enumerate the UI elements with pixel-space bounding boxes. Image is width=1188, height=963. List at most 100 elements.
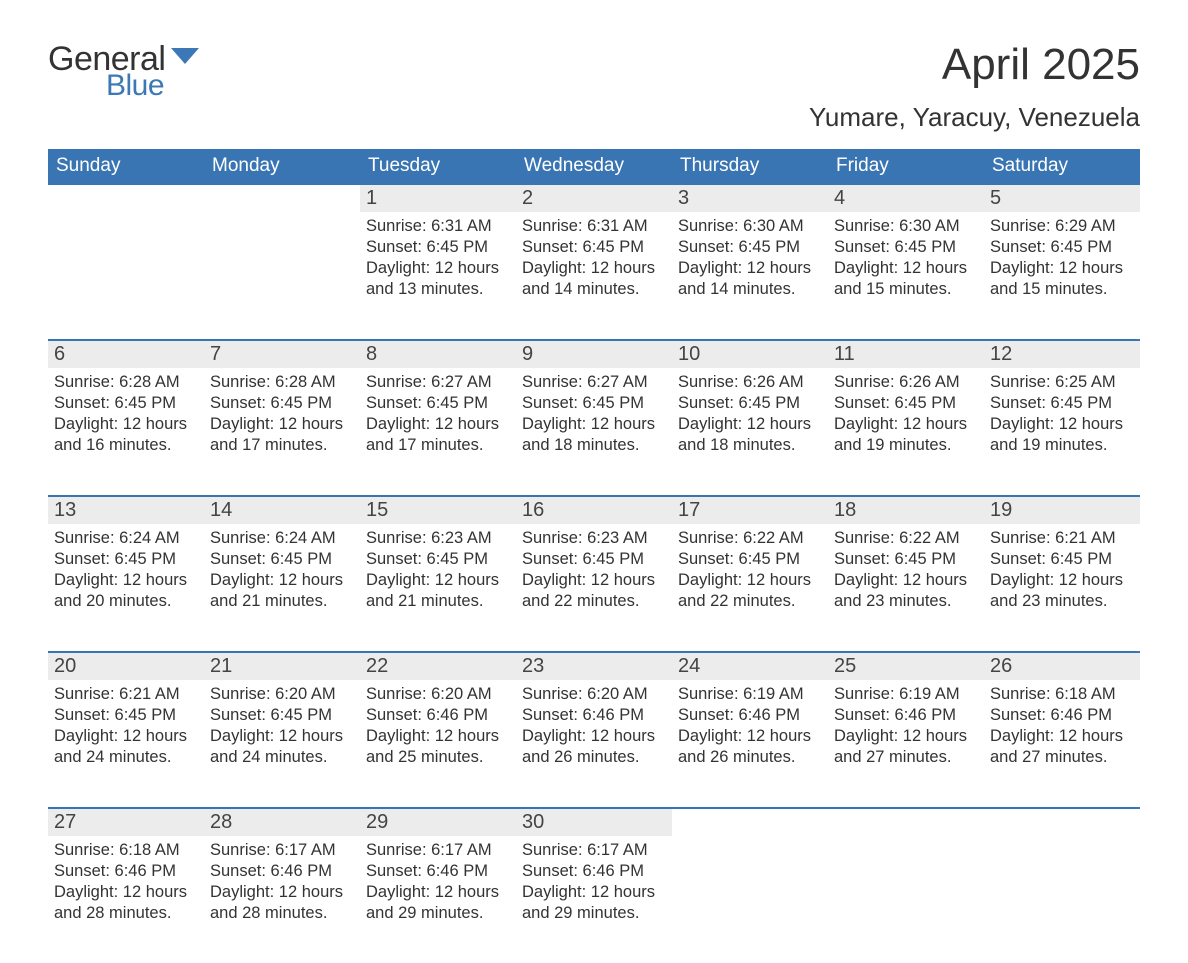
- daylight-line: Daylight: 12 hours and 21 minutes.: [366, 571, 499, 610]
- daylight-line: Daylight: 12 hours and 20 minutes.: [54, 571, 187, 610]
- calendar-day: 3Sunrise: 6:30 AMSunset: 6:45 PMDaylight…: [672, 185, 828, 339]
- daylight-line: Daylight: 12 hours and 17 minutes.: [366, 415, 499, 454]
- sunset-line: Sunset: 6:45 PM: [366, 238, 488, 256]
- calendar-day: 10Sunrise: 6:26 AMSunset: 6:45 PMDayligh…: [672, 341, 828, 495]
- sunset-line: Sunset: 6:46 PM: [54, 862, 176, 880]
- day-number: 13: [48, 497, 204, 524]
- daylight-line: Daylight: 12 hours and 26 minutes.: [678, 727, 811, 766]
- sunrise-line: Sunrise: 6:17 AM: [522, 841, 648, 859]
- calendar-day: 8Sunrise: 6:27 AMSunset: 6:45 PMDaylight…: [360, 341, 516, 495]
- daylight-line: Daylight: 12 hours and 16 minutes.: [54, 415, 187, 454]
- sunrise-line: Sunrise: 6:26 AM: [678, 373, 804, 391]
- sunrise-line: Sunrise: 6:20 AM: [366, 685, 492, 703]
- calendar-day: 26Sunrise: 6:18 AMSunset: 6:46 PMDayligh…: [984, 653, 1140, 807]
- daylight-line: Daylight: 12 hours and 13 minutes.: [366, 259, 499, 298]
- calendar-day: 20Sunrise: 6:21 AMSunset: 6:45 PMDayligh…: [48, 653, 204, 807]
- calendar-day: 22Sunrise: 6:20 AMSunset: 6:46 PMDayligh…: [360, 653, 516, 807]
- sunset-line: Sunset: 6:46 PM: [366, 862, 488, 880]
- sunrise-line: Sunrise: 6:21 AM: [990, 529, 1116, 547]
- logo-flag-icon: [171, 48, 199, 70]
- sunset-line: Sunset: 6:45 PM: [522, 238, 644, 256]
- sunrise-line: Sunrise: 6:17 AM: [366, 841, 492, 859]
- calendar-week: 6Sunrise: 6:28 AMSunset: 6:45 PMDaylight…: [48, 339, 1140, 495]
- daylight-line: Daylight: 12 hours and 19 minutes.: [834, 415, 967, 454]
- day-body: Sunrise: 6:23 AMSunset: 6:45 PMDaylight:…: [516, 524, 672, 626]
- daylight-line: Daylight: 12 hours and 23 minutes.: [834, 571, 967, 610]
- sunrise-line: Sunrise: 6:26 AM: [834, 373, 960, 391]
- page-header: General Blue April 2025 Yumare, Yaracuy,…: [48, 40, 1140, 143]
- sunset-line: Sunset: 6:46 PM: [522, 862, 644, 880]
- day-body: Sunrise: 6:30 AMSunset: 6:45 PMDaylight:…: [672, 212, 828, 314]
- day-number: 21: [204, 653, 360, 680]
- logo: General Blue: [48, 40, 199, 103]
- sunrise-line: Sunrise: 6:20 AM: [210, 685, 336, 703]
- calendar-day: 15Sunrise: 6:23 AMSunset: 6:45 PMDayligh…: [360, 497, 516, 651]
- sunset-line: Sunset: 6:45 PM: [678, 394, 800, 412]
- calendar-day: 1Sunrise: 6:31 AMSunset: 6:45 PMDaylight…: [360, 185, 516, 339]
- day-body: Sunrise: 6:28 AMSunset: 6:45 PMDaylight:…: [204, 368, 360, 470]
- weekday-sunday: Sunday: [48, 149, 204, 183]
- day-body: Sunrise: 6:24 AMSunset: 6:45 PMDaylight:…: [48, 524, 204, 626]
- day-body: Sunrise: 6:22 AMSunset: 6:45 PMDaylight:…: [672, 524, 828, 626]
- daylight-line: Daylight: 12 hours and 24 minutes.: [210, 727, 343, 766]
- sunset-line: Sunset: 6:46 PM: [834, 706, 956, 724]
- sunset-line: Sunset: 6:46 PM: [366, 706, 488, 724]
- day-number: 20: [48, 653, 204, 680]
- day-number: 28: [204, 809, 360, 836]
- sunrise-line: Sunrise: 6:20 AM: [522, 685, 648, 703]
- logo-text-blue: Blue: [106, 69, 199, 103]
- calendar-day: 13Sunrise: 6:24 AMSunset: 6:45 PMDayligh…: [48, 497, 204, 651]
- calendar-day-empty: ..: [828, 809, 984, 963]
- calendar-day: 4Sunrise: 6:30 AMSunset: 6:45 PMDaylight…: [828, 185, 984, 339]
- day-body: Sunrise: 6:23 AMSunset: 6:45 PMDaylight:…: [360, 524, 516, 626]
- day-body: Sunrise: 6:17 AMSunset: 6:46 PMDaylight:…: [360, 836, 516, 938]
- daylight-line: Daylight: 12 hours and 25 minutes.: [366, 727, 499, 766]
- sunrise-line: Sunrise: 6:17 AM: [210, 841, 336, 859]
- daylight-line: Daylight: 12 hours and 28 minutes.: [210, 883, 343, 922]
- sunset-line: Sunset: 6:45 PM: [834, 394, 956, 412]
- day-body: Sunrise: 6:24 AMSunset: 6:45 PMDaylight:…: [204, 524, 360, 626]
- calendar-day: 7Sunrise: 6:28 AMSunset: 6:45 PMDaylight…: [204, 341, 360, 495]
- sunset-line: Sunset: 6:45 PM: [366, 550, 488, 568]
- sunrise-line: Sunrise: 6:18 AM: [990, 685, 1116, 703]
- calendar-week: 27Sunrise: 6:18 AMSunset: 6:46 PMDayligh…: [48, 807, 1140, 963]
- calendar-day: 25Sunrise: 6:19 AMSunset: 6:46 PMDayligh…: [828, 653, 984, 807]
- day-body: Sunrise: 6:25 AMSunset: 6:45 PMDaylight:…: [984, 368, 1140, 470]
- daylight-line: Daylight: 12 hours and 22 minutes.: [678, 571, 811, 610]
- calendar-day: 19Sunrise: 6:21 AMSunset: 6:45 PMDayligh…: [984, 497, 1140, 651]
- weekday-wednesday: Wednesday: [516, 149, 672, 183]
- sunrise-line: Sunrise: 6:30 AM: [678, 217, 804, 235]
- weekday-header: SundayMondayTuesdayWednesdayThursdayFrid…: [48, 149, 1140, 183]
- daylight-line: Daylight: 12 hours and 15 minutes.: [834, 259, 967, 298]
- day-number: 3: [672, 185, 828, 212]
- sunrise-line: Sunrise: 6:31 AM: [522, 217, 648, 235]
- sunset-line: Sunset: 6:45 PM: [366, 394, 488, 412]
- day-number: 24: [672, 653, 828, 680]
- calendar-week: 13Sunrise: 6:24 AMSunset: 6:45 PMDayligh…: [48, 495, 1140, 651]
- sunset-line: Sunset: 6:45 PM: [210, 550, 332, 568]
- day-number: 16: [516, 497, 672, 524]
- day-body: Sunrise: 6:26 AMSunset: 6:45 PMDaylight:…: [672, 368, 828, 470]
- day-body: Sunrise: 6:17 AMSunset: 6:46 PMDaylight:…: [516, 836, 672, 938]
- sunrise-line: Sunrise: 6:29 AM: [990, 217, 1116, 235]
- sunset-line: Sunset: 6:45 PM: [834, 238, 956, 256]
- sunrise-line: Sunrise: 6:28 AM: [210, 373, 336, 391]
- day-body: Sunrise: 6:18 AMSunset: 6:46 PMDaylight:…: [984, 680, 1140, 782]
- day-body: Sunrise: 6:21 AMSunset: 6:45 PMDaylight:…: [48, 680, 204, 782]
- calendar-day: 9Sunrise: 6:27 AMSunset: 6:45 PMDaylight…: [516, 341, 672, 495]
- weekday-thursday: Thursday: [672, 149, 828, 183]
- calendar-day: 18Sunrise: 6:22 AMSunset: 6:45 PMDayligh…: [828, 497, 984, 651]
- daylight-line: Daylight: 12 hours and 15 minutes.: [990, 259, 1123, 298]
- calendar-week: ....1Sunrise: 6:31 AMSunset: 6:45 PMDayl…: [48, 183, 1140, 339]
- calendar-day: 12Sunrise: 6:25 AMSunset: 6:45 PMDayligh…: [984, 341, 1140, 495]
- sunrise-line: Sunrise: 6:27 AM: [366, 373, 492, 391]
- sunset-line: Sunset: 6:46 PM: [522, 706, 644, 724]
- day-body: Sunrise: 6:19 AMSunset: 6:46 PMDaylight:…: [672, 680, 828, 782]
- sunrise-line: Sunrise: 6:22 AM: [834, 529, 960, 547]
- title-month: April 2025: [809, 40, 1140, 90]
- calendar-day: 5Sunrise: 6:29 AMSunset: 6:45 PMDaylight…: [984, 185, 1140, 339]
- title-block: April 2025 Yumare, Yaracuy, Venezuela: [809, 40, 1140, 143]
- daylight-line: Daylight: 12 hours and 17 minutes.: [210, 415, 343, 454]
- day-body: Sunrise: 6:29 AMSunset: 6:45 PMDaylight:…: [984, 212, 1140, 314]
- sunset-line: Sunset: 6:45 PM: [678, 550, 800, 568]
